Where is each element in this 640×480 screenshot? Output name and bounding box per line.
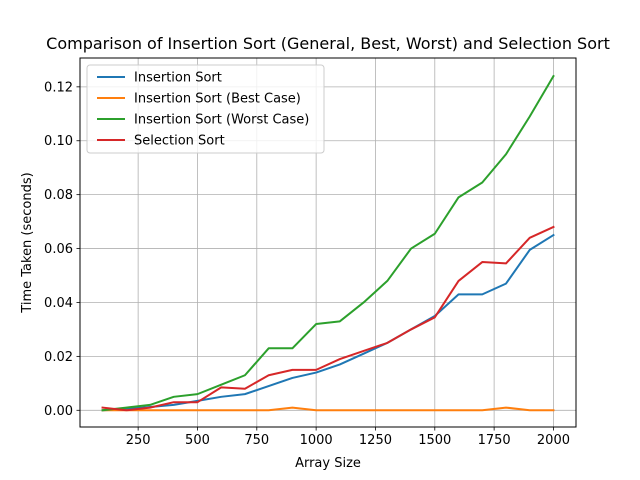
series-line-2 bbox=[101, 74, 555, 412]
x-tick-label: 750 bbox=[244, 433, 269, 448]
x-tick-label: 250 bbox=[126, 433, 151, 448]
series-line-0 bbox=[101, 233, 555, 412]
legend-label-3: Selection Sort bbox=[134, 134, 225, 149]
legend-label-2: Insertion Sort (Worst Case) bbox=[134, 113, 309, 128]
x-axis-label: Array Size bbox=[295, 456, 361, 471]
series-lines bbox=[101, 74, 555, 412]
legend-label-0: Insertion Sort bbox=[134, 71, 222, 86]
legend: Insertion Sort Insertion Sort (Best Case)… bbox=[86, 64, 325, 154]
legend-box bbox=[86, 64, 325, 154]
legend-label-1: Insertion Sort (Best Case) bbox=[134, 92, 301, 107]
y-axis-label: Time Taken (seconds) bbox=[20, 172, 35, 313]
x-tick-label: 2000 bbox=[537, 433, 570, 448]
x-tick-label: 1250 bbox=[359, 433, 392, 448]
y-tick-label: 0.00 bbox=[44, 404, 73, 419]
series-line-1 bbox=[101, 406, 555, 412]
series-line-3 bbox=[101, 225, 555, 412]
y-tick-label: 0.10 bbox=[44, 134, 73, 149]
y-tick-label: 0.08 bbox=[44, 188, 73, 203]
x-tick-label: 1750 bbox=[478, 433, 511, 448]
y-tick-label: 0.02 bbox=[44, 350, 73, 365]
x-tick-label: 500 bbox=[185, 433, 210, 448]
x-tick-label: 1500 bbox=[418, 433, 451, 448]
y-tick-label: 0.06 bbox=[44, 242, 73, 257]
x-tick-label: 1000 bbox=[300, 433, 333, 448]
axis-ticks: 250 500 750 1000 1250 1500 1750 2000 0.00 0.02 0.0… bbox=[44, 80, 570, 448]
y-tick-label: 0.12 bbox=[44, 80, 73, 95]
y-tick-label: 0.04 bbox=[44, 296, 73, 311]
chart-title: Comparison of Insertion Sort (General, B… bbox=[46, 34, 610, 53]
plot-frame bbox=[79, 57, 577, 428]
